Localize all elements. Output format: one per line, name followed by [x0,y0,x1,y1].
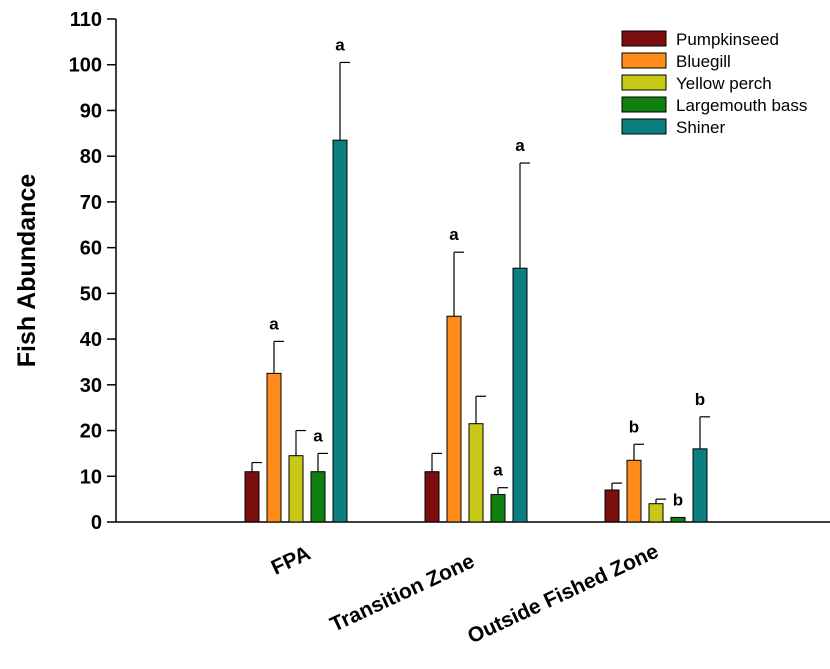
bar-largemouth-bass [490,494,506,523]
y-tick-label: 50 [80,283,102,305]
significance-label: a [493,461,503,480]
axes: 0 10 20 30 40 50 60 70 80 90 100 110 [69,9,830,534]
bar-shiner [692,448,708,523]
labels: Fish Abundance a a a a a a b b b FPA Transition Zon… [13,35,705,648]
significance-label: a [313,426,323,445]
bars [244,61,710,523]
legend-label: Pumpkinseed [676,30,779,49]
y-tick-label: 30 [80,375,102,397]
bar-bluegill [446,315,462,523]
legend-label: Largemouth bass [676,96,807,115]
y-tick-label: 90 [80,100,102,122]
bar-bluegill [266,372,282,523]
legend-swatch [621,96,667,113]
bar-shiner [512,267,528,523]
bar-pumpkinseed [244,471,260,523]
legend-label: Shiner [676,118,725,137]
y-tick-label: 70 [80,192,102,214]
y-tick-label: 20 [80,421,102,443]
bar-yellow-perch [648,503,664,523]
y-tick-label: 100 [69,55,102,77]
legend-swatch [621,74,667,91]
bar-pumpkinseed [604,489,620,523]
significance-label: a [449,225,459,244]
significance-label: b [629,417,639,436]
y-axis-label: Fish Abundance [13,174,41,368]
significance-label: a [515,136,525,155]
x-category-label: Transition Zone [327,550,478,637]
bar-pumpkinseed [424,471,440,523]
legend: Pumpkinseed Bluegill Yellow perch Largemout… [621,30,807,137]
y-tick-label: 60 [80,238,102,260]
significance-label: a [269,314,279,333]
bar-yellow-perch [468,423,484,523]
legend-label: Yellow perch [676,74,772,93]
y-tick-label: 10 [80,466,102,488]
legend-swatch [621,118,667,135]
bar-bluegill [626,459,642,523]
significance-label: b [695,390,705,409]
bar-shiner [332,139,348,523]
y-tick-label: 40 [80,329,102,351]
x-category-label: FPA [268,542,314,580]
bar-yellow-perch [288,455,304,523]
legend-swatch [621,30,667,47]
legend-swatch [621,52,667,69]
bar-largemouth-bass [670,516,686,523]
y-tick-label: 110 [70,9,102,31]
bar-largemouth-bass [310,471,326,523]
significance-label: a [335,35,345,54]
y-tick-label: 80 [80,146,102,168]
y-tick-label: 0 [91,512,102,534]
x-category-label: Outside Fished Zone [464,540,662,649]
legend-label: Bluegill [676,52,731,71]
significance-label: b [673,490,683,509]
